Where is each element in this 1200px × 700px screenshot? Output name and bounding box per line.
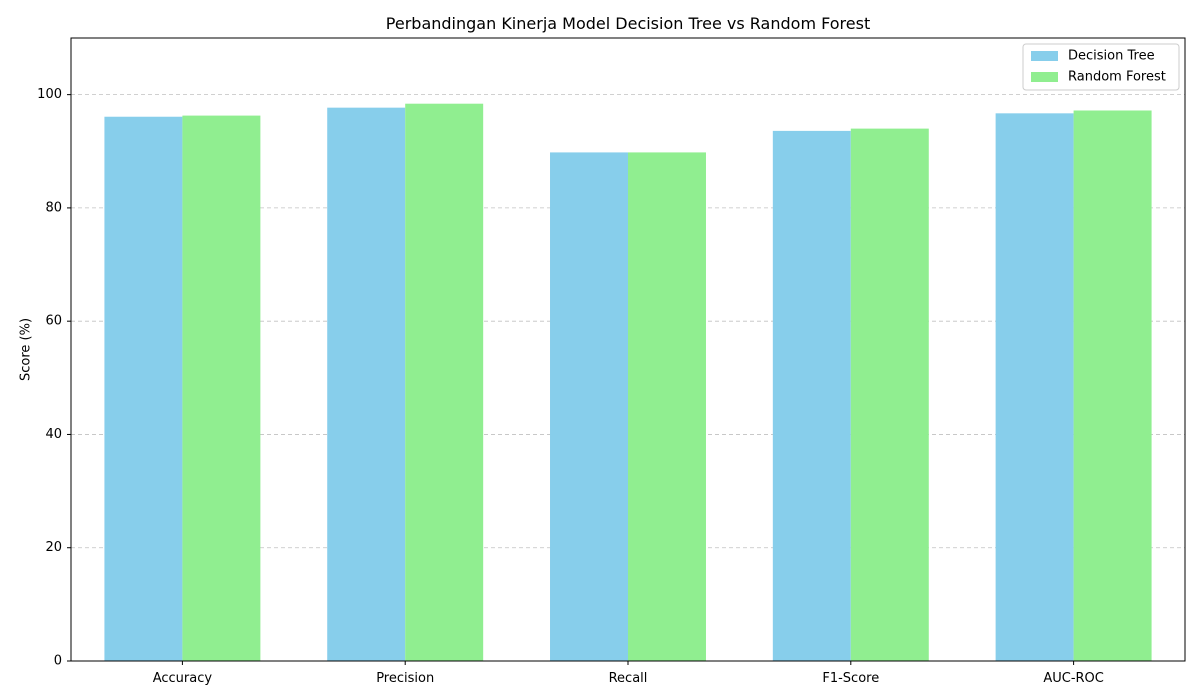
y-tick-label: 100 [37,87,62,102]
y-tick-label: 60 [45,314,62,329]
y-tick-label: 20 [45,540,62,555]
y-axis-ticks: 0 20 40 60 80 100 [37,87,71,669]
bar-decision-tree-auc-roc [995,113,1074,662]
bar-random-forest-precision [405,103,484,661]
bar-random-forest-f1-score [850,128,929,662]
legend-label: Random Forest [1068,70,1166,85]
x-tick-label: Precision [376,671,434,686]
legend-box [1022,43,1180,91]
bar-random-forest-accuracy [182,115,261,662]
legend-swatch [1031,51,1058,61]
bar-decision-tree-precision [327,107,406,662]
bar-decision-tree-accuracy [104,116,183,661]
bar-random-forest-recall [628,152,706,661]
bar-random-forest-auc-roc [1073,110,1152,661]
y-tick-label: 0 [54,654,62,669]
y-axis-title: Score (%) [19,318,34,381]
y-tick-label: 40 [45,427,62,442]
y-tick-label: 80 [45,200,62,215]
x-tick-label: Recall [609,671,648,686]
bars [104,103,1152,662]
legend-label: Decision Tree [1068,49,1155,64]
x-tick-label: AUC-ROC [1043,671,1104,686]
x-tick-label: F1-Score [822,671,879,686]
chart-title: Perbandingan Kinerja Model Decision Tree… [386,14,870,33]
legend-entries: Decision Tree Random Forest [1031,49,1166,85]
legend: Decision Tree Random Forest [1022,43,1180,91]
x-axis-ticks: Accuracy Precision Recall F1-Score AUC-ROC [153,661,1104,686]
legend-swatch [1031,72,1058,82]
x-tick-label: Accuracy [153,671,213,686]
bar-decision-tree-recall [550,152,628,661]
bar-decision-tree-f1-score [772,130,851,661]
